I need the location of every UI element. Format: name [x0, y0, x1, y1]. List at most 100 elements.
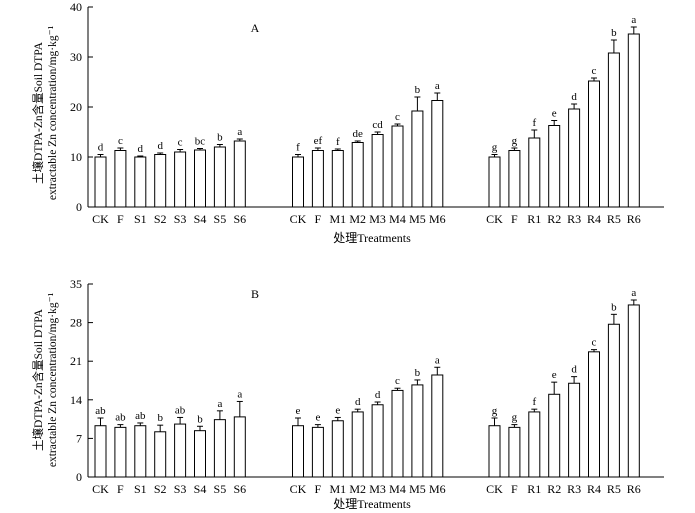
significance-letter: d — [571, 91, 577, 103]
category-label: S5 — [214, 482, 227, 496]
bar — [213, 146, 226, 208]
significance-letter: e — [296, 405, 301, 417]
panel-a-y-title-line2: extractable Zn concentration/mg·kg⁻¹ — [47, 25, 59, 200]
category-label: CK — [92, 212, 109, 226]
category-label: S5 — [214, 212, 227, 226]
panel-b-label: B — [251, 287, 259, 301]
panel-a: A 土壤DTPA-Zn含量Soil DTPA extractable Zn co… — [31, 0, 664, 245]
significance-letter: f — [296, 142, 300, 154]
significance-letter: de — [353, 128, 364, 140]
category-label: R3 — [567, 212, 581, 226]
bar — [114, 426, 127, 478]
bar — [588, 351, 600, 478]
bar — [568, 382, 581, 478]
category-label: R1 — [527, 482, 541, 496]
bar — [528, 411, 541, 478]
significance-letter: a — [217, 398, 222, 410]
significance-letter: ab — [135, 410, 146, 422]
significance-letter: c — [592, 337, 597, 349]
significance-letter: e — [552, 369, 557, 381]
panel-a-y-title-line1: 土壤DTPA-Zn含量Soil DTPA — [31, 41, 45, 184]
bar — [431, 100, 444, 208]
panel-b-y-title-line1: 土壤DTPA-Zn含量Soil DTPA — [31, 308, 45, 451]
bar — [607, 323, 620, 478]
bar — [174, 423, 187, 478]
category-label: S2 — [154, 212, 167, 226]
category-label: F — [117, 212, 124, 226]
bar — [114, 150, 127, 208]
panel-b-y-tick-label: 28 — [70, 316, 82, 330]
category-label: R4 — [587, 212, 601, 226]
significance-letter: f — [532, 117, 536, 129]
bar — [508, 426, 521, 478]
panel-a-y-tick-label: 0 — [76, 200, 82, 214]
bar — [292, 425, 304, 478]
category-label: R6 — [627, 482, 641, 496]
panel-b-y-tick-label: 21 — [70, 354, 82, 368]
category-label: CK — [486, 482, 503, 496]
significance-letter: cd — [372, 119, 383, 131]
panel-b-x-title: 处理Treatments — [333, 497, 411, 511]
category-label: M2 — [349, 482, 366, 496]
significance-letter: bc — [195, 136, 206, 148]
significance-letter: b — [611, 301, 617, 313]
bar — [213, 419, 226, 478]
significance-letter: a — [435, 80, 440, 92]
category-label: CK — [290, 212, 307, 226]
bar — [411, 110, 424, 208]
bar — [233, 416, 246, 478]
bar — [292, 156, 304, 208]
category-label: M4 — [389, 212, 406, 226]
significance-letter: ab — [175, 404, 186, 416]
significance-letter: b — [415, 84, 421, 96]
bar — [311, 426, 324, 478]
bar — [134, 425, 147, 478]
bar — [154, 431, 167, 478]
category-label: M6 — [429, 212, 446, 226]
bar — [331, 150, 344, 208]
significance-letter: a — [237, 126, 242, 138]
category-label: M1 — [329, 212, 346, 226]
significance-letter: ab — [95, 405, 106, 417]
significance-letter: f — [336, 136, 340, 148]
panel-a-y-tick-label: 20 — [70, 100, 82, 114]
category-label: R5 — [607, 212, 621, 226]
significance-letter: d — [98, 142, 104, 154]
significance-letter: g — [492, 142, 498, 154]
significance-letter: b — [217, 132, 223, 144]
significance-letter: d — [157, 140, 163, 152]
significance-letter: c — [592, 65, 597, 77]
bar — [94, 425, 107, 478]
bar — [391, 389, 404, 478]
bar — [371, 404, 384, 478]
category-label: S1 — [134, 482, 147, 496]
bar — [627, 304, 640, 478]
category-label: R1 — [527, 212, 541, 226]
category-label: CK — [92, 482, 109, 496]
category-label: S3 — [174, 482, 187, 496]
bar — [134, 156, 147, 208]
panel-b-y-tick-label: 0 — [76, 470, 82, 484]
significance-letter: ab — [115, 412, 126, 424]
panel-b: B 土壤DTPA-Zn含量Soil DTPA extractable Zn co… — [31, 277, 664, 511]
bar — [351, 142, 364, 208]
significance-letter: a — [435, 354, 440, 366]
significance-letter: c — [395, 375, 400, 387]
significance-letter: a — [631, 14, 636, 26]
significance-letter: e — [335, 404, 340, 416]
category-label: R6 — [627, 212, 641, 226]
significance-letter: d — [571, 364, 577, 376]
category-label: R2 — [547, 212, 561, 226]
significance-letter: b — [197, 413, 203, 425]
significance-letter: e — [552, 108, 557, 120]
bar — [627, 33, 640, 208]
category-label: F — [315, 212, 322, 226]
category-label: F — [117, 482, 124, 496]
bar — [154, 154, 167, 208]
panel-b-y-tick-label: 7 — [76, 431, 82, 445]
category-label: M6 — [429, 482, 446, 496]
significance-letter: c — [118, 135, 123, 147]
significance-letter: g — [512, 412, 518, 424]
category-label: R3 — [567, 482, 581, 496]
panel-a-y-tick-label: 10 — [70, 150, 82, 164]
